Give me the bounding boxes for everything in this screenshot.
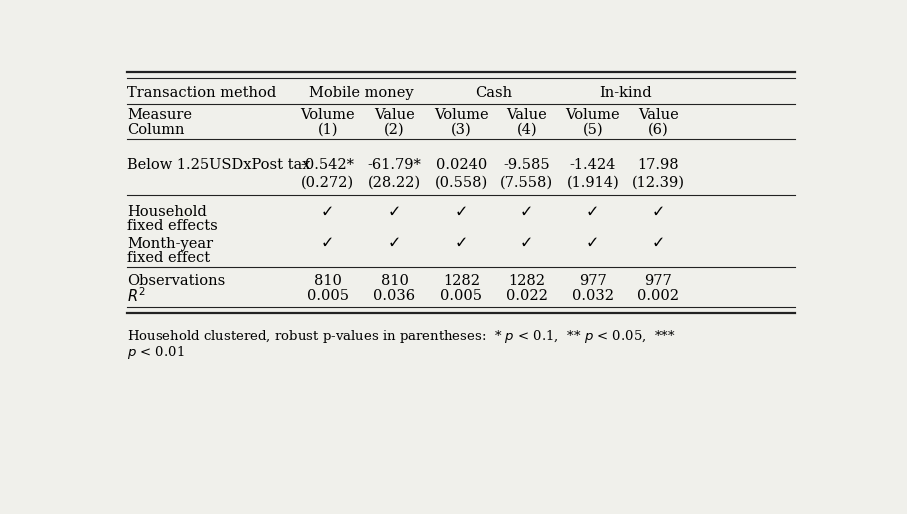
Text: -0.542*: -0.542*: [301, 158, 355, 172]
Text: (7.558): (7.558): [500, 175, 553, 189]
Text: 0.036: 0.036: [374, 289, 415, 303]
Text: (6): (6): [648, 123, 668, 137]
Text: Column: Column: [127, 123, 185, 137]
Text: Household clustered, robust p-values in parentheses:  * $p$ < 0.1,  ** $p$ < 0.0: Household clustered, robust p-values in …: [127, 328, 676, 345]
Text: ✓: ✓: [651, 205, 665, 219]
Text: 1282: 1282: [443, 274, 480, 288]
Text: (2): (2): [385, 123, 405, 137]
Text: 17.98: 17.98: [638, 158, 679, 172]
Text: In-kind: In-kind: [600, 86, 652, 100]
Text: -1.424: -1.424: [570, 158, 616, 172]
Text: 0.002: 0.002: [637, 289, 679, 303]
Text: Volume: Volume: [565, 108, 620, 122]
Text: Value: Value: [506, 108, 547, 122]
Text: 0.032: 0.032: [571, 289, 614, 303]
Text: Value: Value: [638, 108, 678, 122]
Text: ✓: ✓: [388, 236, 401, 251]
Text: -61.79*: -61.79*: [367, 158, 422, 172]
Text: (5): (5): [582, 123, 603, 137]
Text: ✓: ✓: [321, 236, 335, 251]
Text: Month-year: Month-year: [127, 237, 213, 251]
Text: Measure: Measure: [127, 108, 192, 122]
Text: Household: Household: [127, 205, 207, 219]
Text: (3): (3): [451, 123, 472, 137]
Text: $R^2$: $R^2$: [127, 287, 146, 305]
Text: 1282: 1282: [508, 274, 545, 288]
Text: 0.0240: 0.0240: [435, 158, 487, 172]
Text: (1): (1): [317, 123, 338, 137]
Text: ✓: ✓: [454, 205, 468, 219]
Text: 0.005: 0.005: [440, 289, 483, 303]
Text: (4): (4): [516, 123, 537, 137]
Text: ✓: ✓: [586, 205, 600, 219]
Text: Volume: Volume: [434, 108, 489, 122]
Text: ✓: ✓: [454, 236, 468, 251]
Text: ✓: ✓: [520, 205, 533, 219]
Text: ✓: ✓: [651, 236, 665, 251]
Text: 810: 810: [314, 274, 342, 288]
Text: Cash: Cash: [475, 86, 512, 100]
Text: ✓: ✓: [321, 205, 335, 219]
Text: 0.022: 0.022: [506, 289, 548, 303]
Text: ✓: ✓: [388, 205, 401, 219]
Text: -9.585: -9.585: [503, 158, 550, 172]
Text: Below 1.25USDxPost tax: Below 1.25USDxPost tax: [127, 158, 311, 172]
Text: fixed effects: fixed effects: [127, 219, 219, 233]
Text: 977: 977: [644, 274, 672, 288]
Text: 0.005: 0.005: [307, 289, 349, 303]
Text: $p$ < 0.01: $p$ < 0.01: [127, 344, 185, 361]
Text: Volume: Volume: [300, 108, 355, 122]
Text: (0.272): (0.272): [301, 175, 355, 189]
Text: Observations: Observations: [127, 274, 226, 288]
Text: 810: 810: [381, 274, 408, 288]
Text: Mobile money: Mobile money: [309, 86, 414, 100]
Text: (12.39): (12.39): [631, 175, 685, 189]
Text: (28.22): (28.22): [368, 175, 421, 189]
Text: (0.558): (0.558): [434, 175, 488, 189]
Text: (1.914): (1.914): [566, 175, 619, 189]
Text: Transaction method: Transaction method: [127, 86, 277, 100]
Text: ✓: ✓: [520, 236, 533, 251]
Text: Value: Value: [375, 108, 414, 122]
Text: fixed effect: fixed effect: [127, 251, 210, 265]
Text: 977: 977: [579, 274, 607, 288]
Text: ✓: ✓: [586, 236, 600, 251]
